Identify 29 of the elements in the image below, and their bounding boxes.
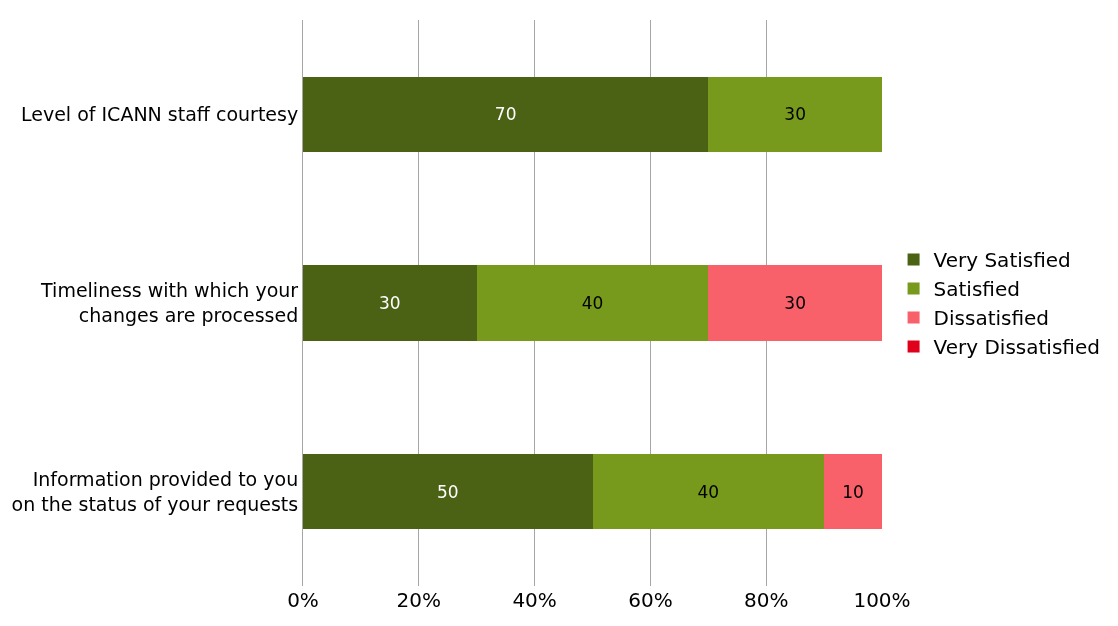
bar [303,76,709,153]
data-label: 30 [784,293,806,313]
legend-label: Dissatisfied [933,306,1050,331]
x-tick-label: 60% [628,588,673,612]
data-label: 40 [581,293,604,313]
legend-label: Very Satisfied [933,248,1071,273]
x-tick-label: 80% [743,588,789,612]
y-tick-label: Level of ICANN staff courtesy [20,102,299,125]
data-label: 40 [697,481,720,502]
bar [708,265,882,341]
x-tick-label: 0% [287,588,319,612]
bar [303,265,477,341]
legend-label: Satisfied [933,277,1020,302]
x-tick-label: 20% [396,588,442,612]
bar [303,453,593,530]
data-label: 30 [784,104,806,125]
y-tick-label: Timeliness with which your changes are processed [40,279,299,326]
data-label: 10 [842,481,864,502]
x-tick-label: 100% [853,588,911,612]
data-label: 70 [494,104,517,125]
bar [592,453,825,530]
bar [476,265,709,341]
y-tick-label: Information provided to you on the status of your requests [11,467,299,515]
legend-label: Very Dissatisfied [933,335,1100,360]
bar [824,453,882,530]
bar [708,76,882,153]
data-label: 50 [436,481,459,502]
x-tick-label: 40% [512,588,557,612]
data-label: 30 [379,293,401,313]
